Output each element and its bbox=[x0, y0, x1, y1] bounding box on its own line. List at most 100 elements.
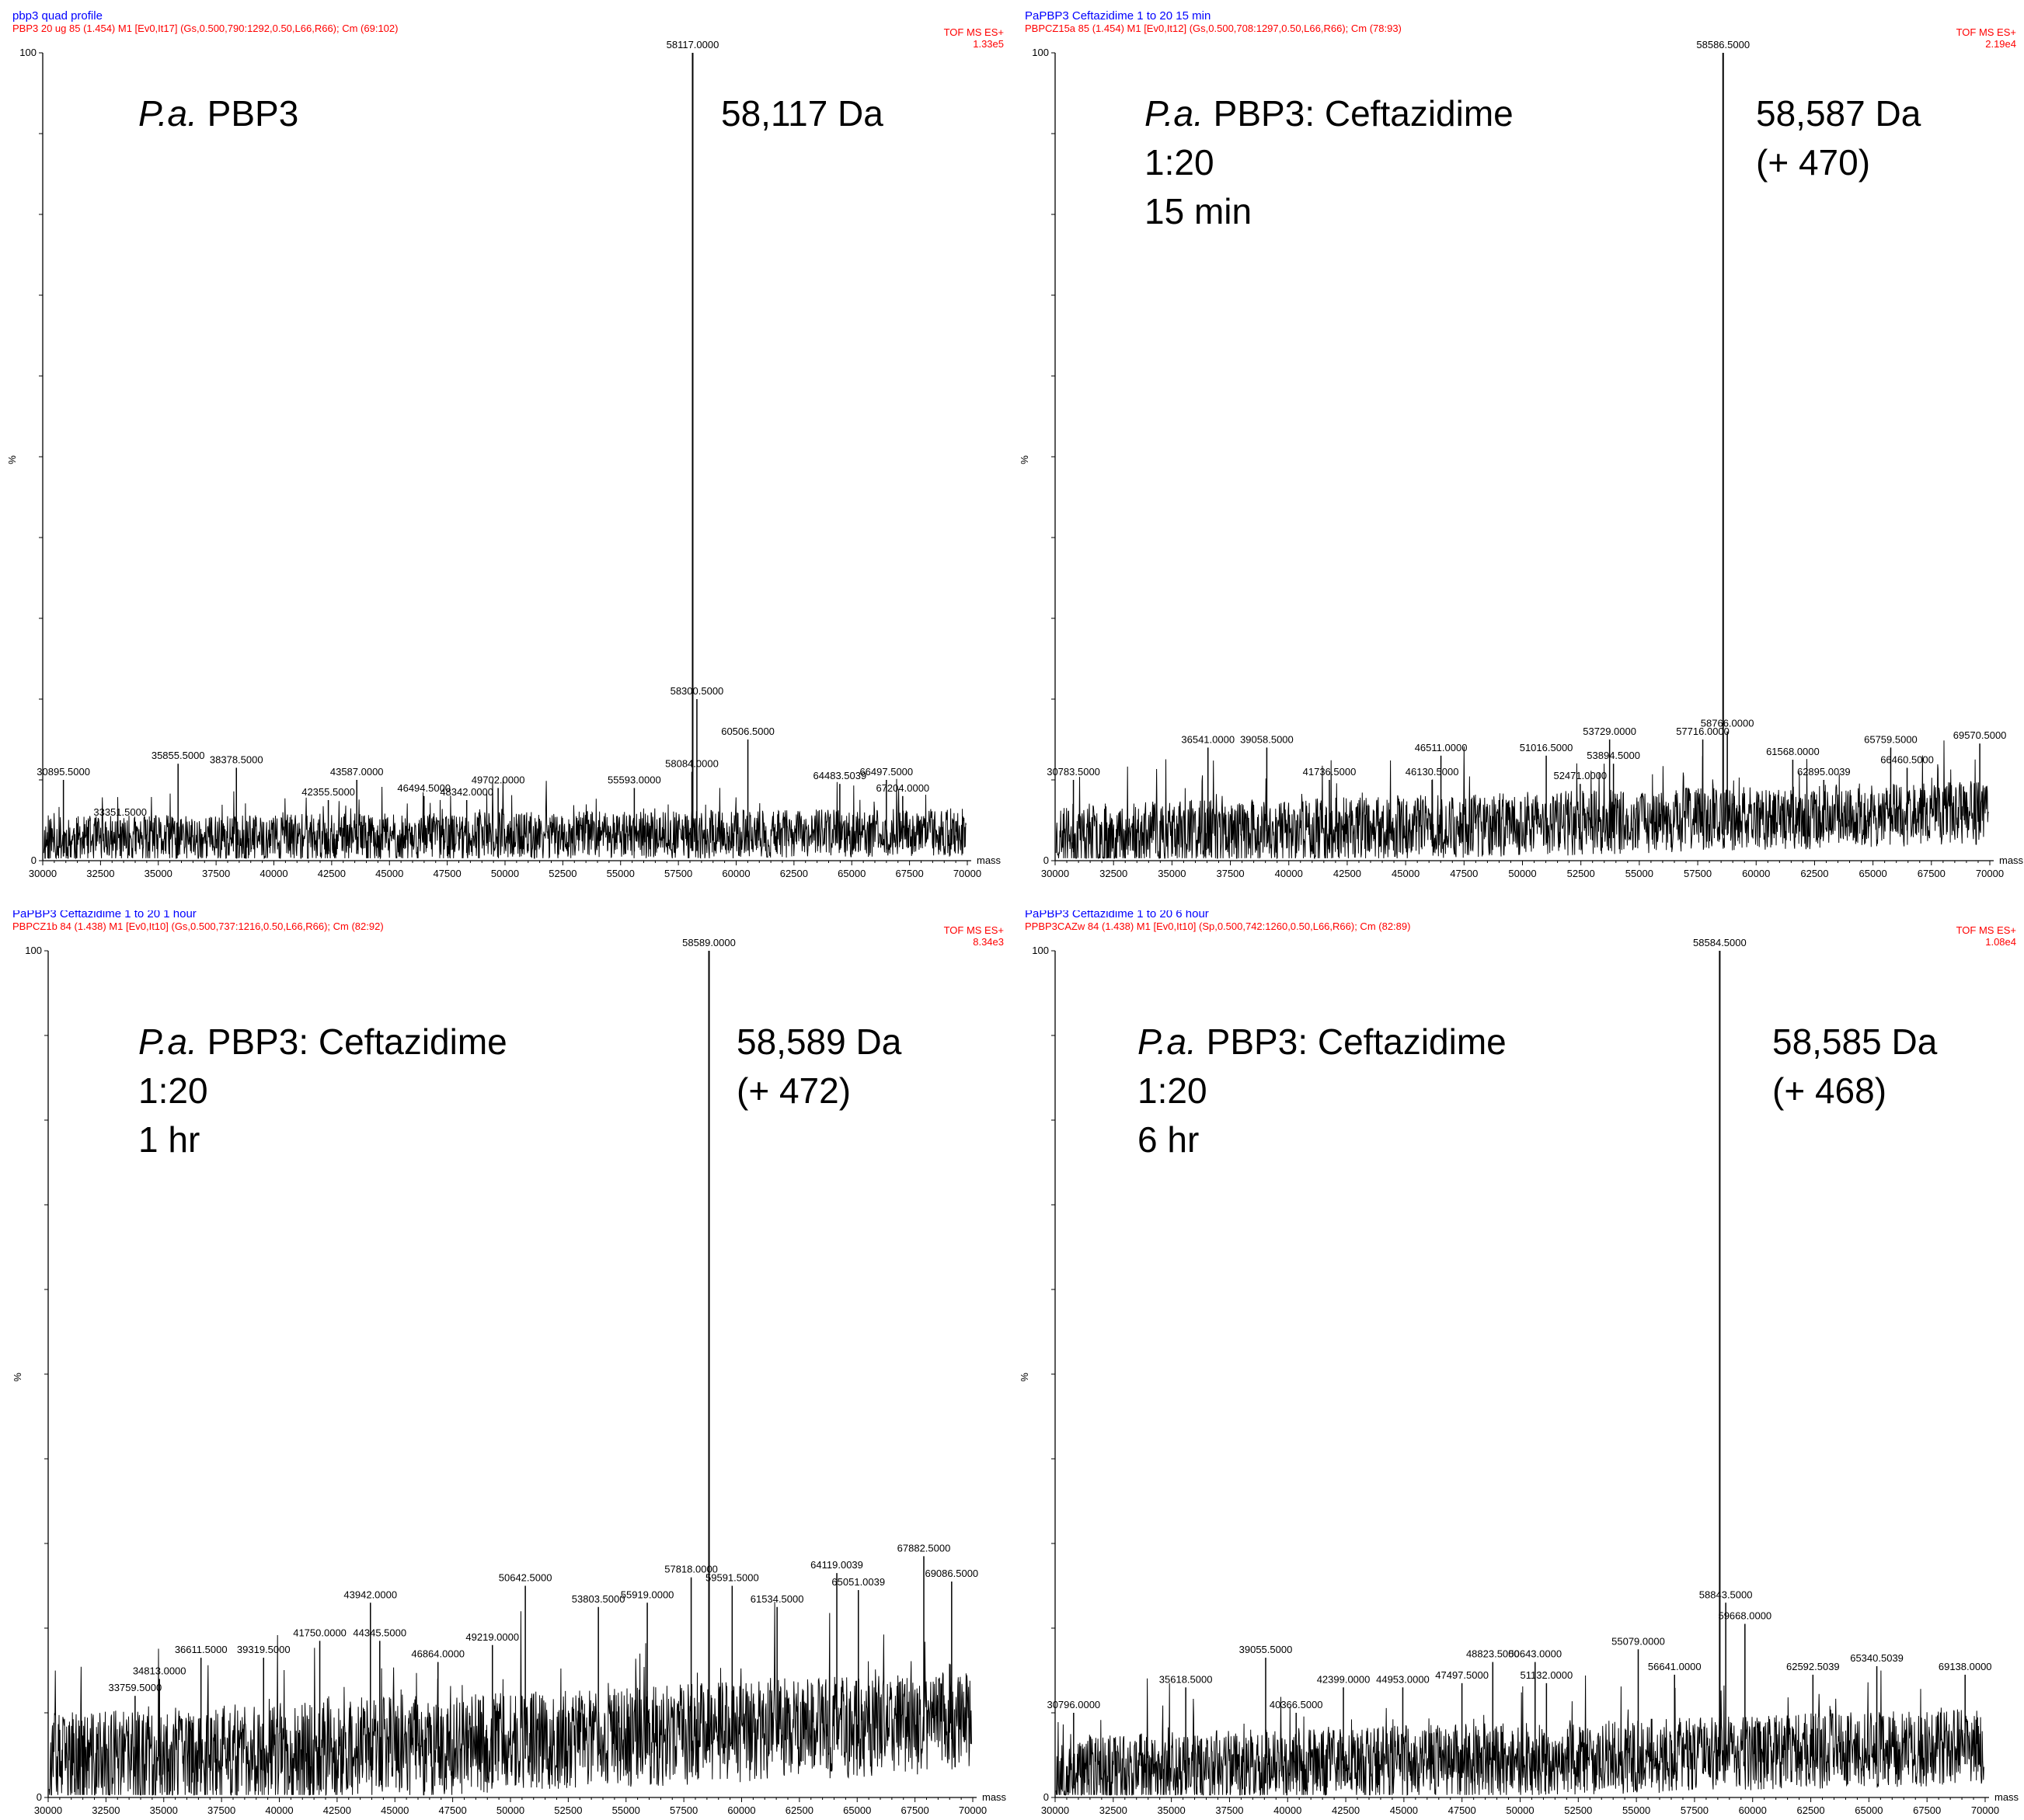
peak-mass-label: 33759.5000 bbox=[109, 1682, 162, 1693]
peak-mass-label: 48342.0000 bbox=[440, 786, 493, 798]
x-tick-label: 67500 bbox=[896, 868, 924, 879]
peak-mass-label: 66460.5000 bbox=[1880, 753, 1934, 765]
chart-title: PaPBP3 Ceftazidime 1 to 20 15 min bbox=[1025, 9, 1211, 23]
x-tick-label: 37500 bbox=[1216, 868, 1244, 879]
sample-annotation: P.a. PBP3 bbox=[138, 89, 298, 138]
peak-mass-label: 53803.5000 bbox=[572, 1593, 625, 1605]
x-tick-label: 62500 bbox=[1796, 1804, 1824, 1816]
peak-mass-label: 55593.0000 bbox=[608, 774, 661, 785]
mass-shift: (+ 468) bbox=[1772, 1070, 1887, 1111]
x-tick-label: 70000 bbox=[959, 1804, 987, 1816]
mass-annotation: 58,585 Da (+ 468) bbox=[1772, 1018, 1937, 1115]
x-tick-label: 50000 bbox=[1506, 1804, 1534, 1816]
mass-shift: (+ 470) bbox=[1756, 142, 1871, 183]
x-tick-label: 40000 bbox=[260, 868, 287, 879]
x-tick-label: 65000 bbox=[1855, 1804, 1883, 1816]
x-tick-label: 47500 bbox=[1450, 868, 1478, 879]
x-tick-label: 62500 bbox=[786, 1804, 813, 1816]
peak-mass-label: 39055.5000 bbox=[1239, 1644, 1293, 1655]
ratio-label: 1:20 bbox=[138, 1070, 208, 1111]
x-tick-label: 52500 bbox=[1567, 868, 1595, 879]
peak-mass-label: 69570.5000 bbox=[1953, 729, 2007, 741]
x-tick-label: 62500 bbox=[1800, 868, 1828, 879]
y-tick-label: 100 bbox=[19, 47, 37, 58]
peak-mass-label: 53729.0000 bbox=[1583, 726, 1636, 737]
mass-annotation: 58,589 Da (+ 472) bbox=[737, 1018, 901, 1115]
peak-mass-label: 35855.5000 bbox=[152, 750, 205, 761]
peak-mass-label: 50643.0000 bbox=[1508, 1648, 1562, 1660]
x-tick-label: 67500 bbox=[1918, 868, 1946, 879]
y-tick-label: 0 bbox=[31, 854, 37, 866]
chart-subtitle: PBP3 20 ug 85 (1.454) M1 [Ev0,It17] (Gs,… bbox=[12, 23, 398, 34]
acquisition-mode: TOF MS ES+ bbox=[944, 924, 1004, 936]
x-tick-label: 32500 bbox=[1099, 1804, 1127, 1816]
x-tick-label: 45000 bbox=[375, 868, 403, 879]
x-tick-label: 37500 bbox=[1215, 1804, 1243, 1816]
peak-mass-label: 47497.5000 bbox=[1435, 1669, 1489, 1681]
x-tick-label: 52500 bbox=[554, 1804, 582, 1816]
peak-mass-label: 65051.0039 bbox=[831, 1576, 885, 1588]
x-tick-label: 57500 bbox=[1684, 868, 1712, 879]
peak-mass-label: 43942.0000 bbox=[343, 1589, 397, 1600]
peak-mass-label: 56641.0000 bbox=[1648, 1661, 1702, 1672]
baseline-trace bbox=[1055, 1670, 1984, 1797]
sample-annotation: P.a. PBP3: Ceftazidime 1:20 6 hr bbox=[1137, 1018, 1507, 1164]
x-tick-label: 60000 bbox=[1742, 868, 1770, 879]
x-tick-label: 40000 bbox=[1273, 1804, 1301, 1816]
acquisition-mode: TOF MS ES+ bbox=[1956, 26, 2016, 38]
peak-mass-label: 58586.5000 bbox=[1696, 39, 1750, 50]
observed-mass: 58,589 Da bbox=[737, 1021, 902, 1062]
x-tick-label: 67500 bbox=[1913, 1804, 1941, 1816]
x-tick-label: 55000 bbox=[1625, 868, 1653, 879]
peak-mass-label: 49219.0000 bbox=[465, 1631, 519, 1643]
x-tick-label: 70000 bbox=[1976, 868, 2004, 879]
peak-mass-label: 57818.0000 bbox=[664, 1564, 718, 1575]
x-tick-label: 32500 bbox=[1099, 868, 1127, 879]
organism-abbrev: P.a. bbox=[138, 93, 197, 134]
peak-mass-label: 44345.5000 bbox=[353, 1627, 406, 1638]
peak-mass-label: 36541.0000 bbox=[1181, 733, 1235, 745]
peak-mass-label: 48823.5000 bbox=[1466, 1648, 1520, 1660]
peak-mass-label: 58084.0000 bbox=[665, 758, 719, 770]
peak-mass-label: 58766.0000 bbox=[1701, 718, 1754, 729]
chart-subtitle: PBPCZ1b 84 (1.438) M1 [Ev0,It10] (Gs,0.5… bbox=[12, 920, 384, 932]
x-tick-label: 57500 bbox=[664, 868, 692, 879]
peak-mass-label: 51132.0000 bbox=[1521, 1669, 1573, 1681]
x-tick-label: 30000 bbox=[1041, 1804, 1069, 1816]
peak-mass-label: 34813.0000 bbox=[133, 1665, 186, 1676]
x-tick-label: 45000 bbox=[1392, 868, 1420, 879]
x-tick-label: 32500 bbox=[86, 868, 114, 879]
sample-label: PBP3: Ceftazidime bbox=[197, 1021, 507, 1062]
mass-annotation: 58,117 Da bbox=[721, 89, 883, 138]
organism-abbrev: P.a. bbox=[1137, 1021, 1197, 1062]
x-tick-label: 50000 bbox=[491, 868, 519, 879]
observed-mass: 58,585 Da bbox=[1772, 1021, 1938, 1062]
intensity-scale: 2.19e4 bbox=[1985, 38, 2016, 50]
x-tick-label: 30000 bbox=[1041, 868, 1069, 879]
peak-mass-label: 36611.5000 bbox=[175, 1644, 228, 1655]
spectrum-panel-1: pbp3 quad profile PBP3 20 ug 85 (1.454) M… bbox=[0, 0, 1012, 910]
peak-mass-label: 65759.5000 bbox=[1864, 733, 1918, 745]
organism-abbrev: P.a. bbox=[138, 1021, 197, 1062]
y-tick-label: 100 bbox=[1032, 47, 1049, 58]
peak-mass-label: 42399.0000 bbox=[1317, 1673, 1371, 1685]
chart-title: pbp3 quad profile bbox=[12, 9, 103, 23]
observed-mass: 58,117 Da bbox=[721, 93, 883, 134]
x-tick-label: 57500 bbox=[1681, 1804, 1709, 1816]
time-label: 1 hr bbox=[138, 1119, 200, 1160]
x-tick-label: 47500 bbox=[439, 1804, 467, 1816]
peak-mass-label: 51016.5000 bbox=[1520, 742, 1573, 753]
peak-mass-label: 58584.5000 bbox=[1693, 937, 1747, 948]
peak-mass-label: 58300.5000 bbox=[671, 685, 724, 697]
peak-mass-label: 35618.5000 bbox=[1159, 1673, 1213, 1685]
x-tick-label: 55000 bbox=[607, 868, 635, 879]
spectrum-panel-4: PaPBP3 Ceftazidime 1 to 20 6 hour PPBP3CA… bbox=[1012, 910, 2024, 1820]
x-tick-label: 65000 bbox=[1859, 868, 1887, 879]
peak-mass-label: 33351.5000 bbox=[93, 806, 147, 818]
peak-mass-label: 42355.5000 bbox=[301, 786, 355, 798]
sample-label: PBP3: Ceftazidime bbox=[1196, 1021, 1507, 1062]
spectrum-plot-4: PaPBP3 Ceftazidime 1 to 20 6 hourPPBP3CA… bbox=[1019, 910, 2019, 1816]
x-tick-label: 45000 bbox=[1390, 1804, 1418, 1816]
peak-mass-label: 61534.5000 bbox=[751, 1593, 804, 1605]
peak-mass-label: 52471.0000 bbox=[1553, 770, 1607, 781]
